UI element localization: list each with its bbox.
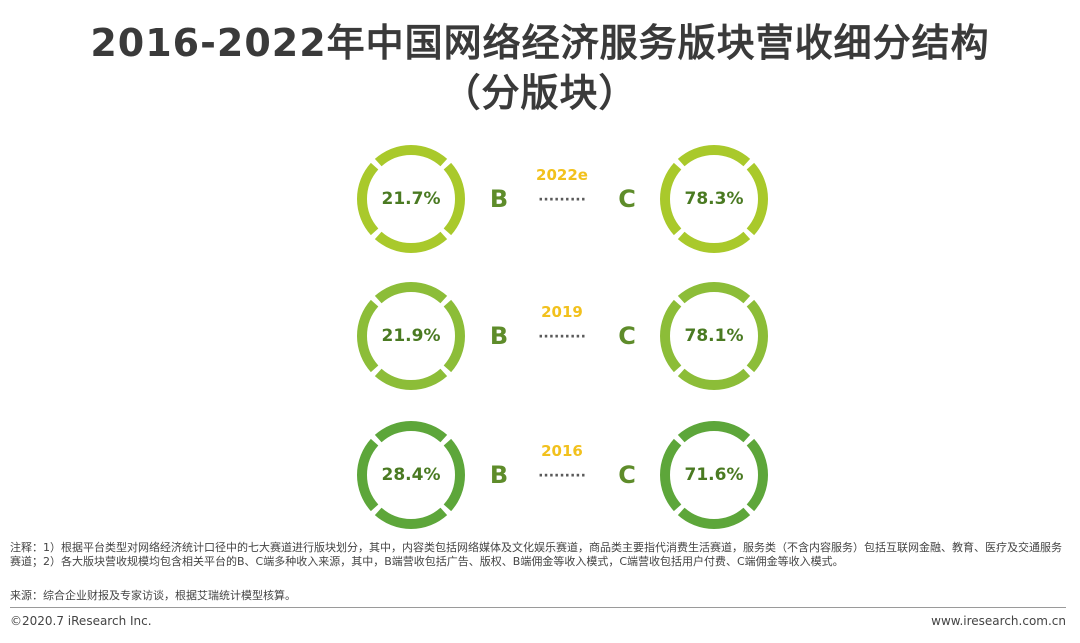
connector-dots: ········· [538,329,586,345]
c-side-letter: C [618,185,636,213]
c-side-letter: C [618,461,636,489]
donut-chart: 21.7% 78.3% B C 2022e ········· 21.9% 78.1% B C 20… [357,145,768,529]
footer-divider [10,607,1066,608]
b-donut-ring-segment [443,299,465,373]
b-share-label: 21.7% [382,189,441,209]
b-donut-ring-segment [443,162,465,236]
c-donut-ring-segment [746,299,768,373]
c-donut-ring-segment [660,162,682,236]
b-side-letter: B [490,461,508,489]
b-share-label: 28.4% [382,465,441,485]
connector-dots: ········· [538,192,586,208]
b-side-letter: B [490,322,508,350]
c-donut-ring-segment [677,368,751,390]
b-donut-ring-segment [374,421,448,443]
b-donut-ring-segment [357,299,379,373]
copyright-text: ©2020.7 iResearch Inc. [10,614,152,628]
source-text: 来源：综合企业财报及专家访谈，根据艾瑞统计模型核算。 [10,589,296,602]
notes-text: 注释：1）根据平台类型对网络经济统计口径中的七大赛道进行版块划分，其中，内容类包… [10,541,1062,568]
b-donut-ring-segment [374,507,448,529]
c-donut-ring-segment [677,421,751,443]
year-label: 2022e [536,166,588,184]
b-donut-ring-segment [374,282,448,304]
b-share-label: 21.9% [382,326,441,346]
c-donut-ring-segment [677,282,751,304]
connector-dots: ········· [538,468,586,484]
c-donut-ring-segment [660,438,682,512]
c-share-label: 71.6% [685,465,744,485]
c-donut-ring-segment [677,231,751,253]
b-side-letter: B [490,185,508,213]
b-donut-ring-segment [357,438,379,512]
b-donut-ring-segment [374,368,448,390]
b-donut-ring-segment [357,162,379,236]
b-donut-ring-segment [443,438,465,512]
c-share-label: 78.3% [685,189,744,209]
c-donut-ring-segment [746,438,768,512]
b-donut-ring-segment [374,231,448,253]
c-donut-ring-segment [746,162,768,236]
b-donut-ring-segment [374,145,448,167]
c-donut-ring-segment [660,299,682,373]
page-title: 2016-2022年中国网络经济服务版块营收细分结构 [90,21,990,65]
c-donut-ring-segment [677,507,751,529]
c-share-label: 78.1% [685,326,744,346]
page-subtitle: （分版块） [442,71,638,115]
year-label: 2019 [541,303,583,321]
website-link[interactable]: www.iresearch.com.cn [931,614,1066,628]
c-donut-ring-segment [677,145,751,167]
year-label: 2016 [541,442,583,460]
c-side-letter: C [618,322,636,350]
